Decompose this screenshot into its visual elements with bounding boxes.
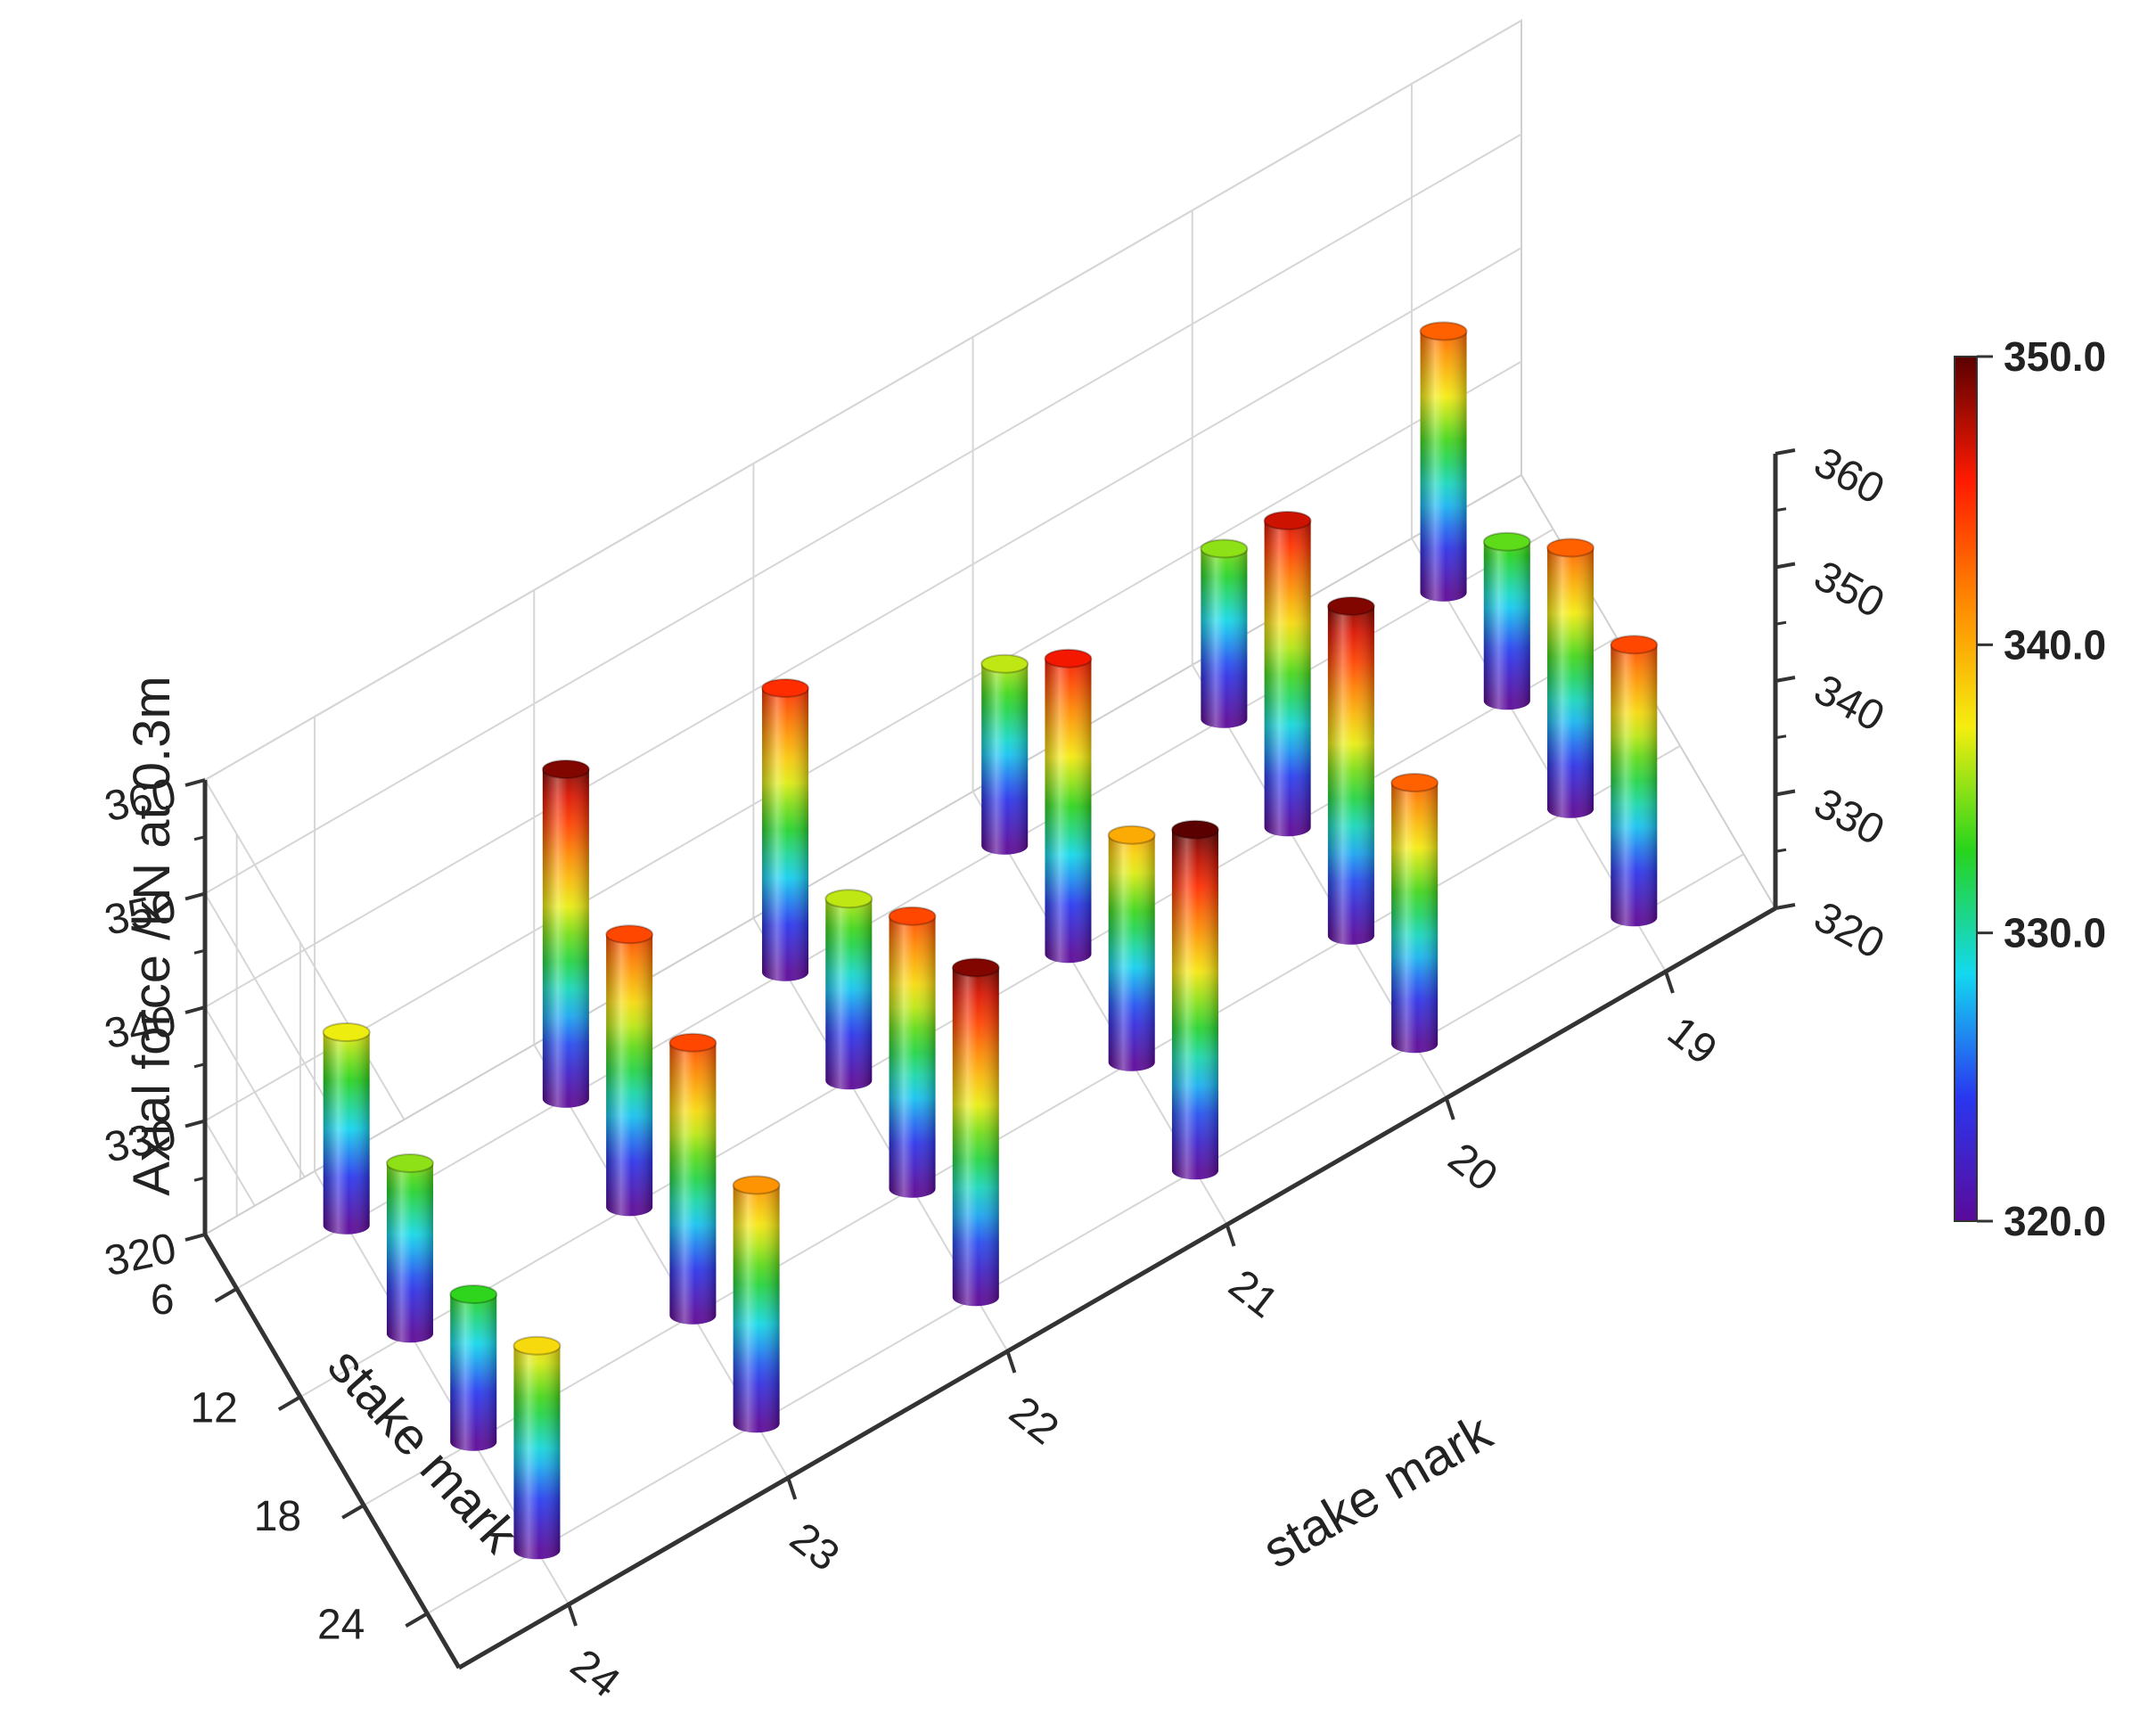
bar-shading [1547,547,1594,818]
bar-top [1482,531,1531,552]
colorbar: 320.0 330.0 340.0 350.0 [1954,333,2106,1244]
bar-22-18 [888,906,937,1198]
bar-top [541,759,590,779]
bar-shading [669,1042,717,1325]
bar-top [732,1175,781,1195]
colorbar-tick-label: 330.0 [2004,910,2106,956]
bar-19-24 [1610,635,1659,927]
bar-shading [1201,548,1248,728]
bar-21-6 [980,653,1029,855]
y-tick-label: 18 [254,1493,301,1540]
bar-shading [981,663,1029,855]
bar-shading [1327,606,1374,945]
y-tick-label: 24 [317,1601,365,1648]
bar-shading [513,1345,561,1560]
bar-shading [323,1032,370,1235]
bar-20-12 [1263,511,1312,837]
colorbar-tick-label: 350.0 [2004,333,2106,380]
y-tick-label: 6 [151,1276,175,1324]
bar-shading [606,934,653,1217]
x-tick-label: 21 [1220,1260,1287,1327]
z-tick-label-right: 330 [1807,779,1892,854]
bar-shading [542,769,589,1108]
bar-shading [1611,644,1658,927]
colorbar-strip [1954,356,1978,1222]
bar-19-12 [1482,531,1531,710]
bar-shading [1264,521,1311,837]
bar-20-18 [1326,596,1375,945]
bar-21-24 [1170,819,1219,1180]
x-axis-title: stake mark [1253,1403,1502,1580]
bar-19-6 [1419,321,1468,602]
bar-22-6 [761,678,810,981]
z-tick-label-right: 320 [1807,893,1892,968]
bar-24-24 [512,1335,562,1560]
bar-24-6 [322,1022,371,1235]
bar-shading [386,1163,433,1343]
bar-top [605,924,654,945]
bar-24-18 [449,1284,498,1451]
bar-top [1263,511,1312,530]
bar-top [824,889,873,909]
bar-top [1390,773,1439,792]
bar-top [385,1153,434,1173]
bar-shading [450,1294,497,1451]
bar-shading [889,915,936,1198]
bar-top [1044,648,1093,669]
bar-top [1107,824,1156,845]
bar-shading [1483,541,1530,710]
bar-22-24 [951,957,1000,1307]
z-tick-label-right: 360 [1807,439,1892,513]
z-tick-label-right: 340 [1807,666,1892,741]
colorbar-tick-label: 320.0 [2004,1198,2106,1244]
bar-shading [762,688,809,981]
bar-shading [1108,834,1155,1071]
z-axis-title: Axial force /kN at 0.3m [123,676,181,1195]
bar-top [1200,538,1249,559]
bar-shading [1045,658,1092,964]
bar-shading [733,1185,780,1433]
bar-shading [1420,331,1467,602]
bar-19-18 [1546,537,1595,818]
bar-top [449,1284,498,1304]
bar-top [322,1022,371,1042]
axes [184,448,1796,1670]
y-tick-label: 12 [190,1384,237,1432]
bar-top [1326,596,1375,616]
x-tick-label: 23 [781,1514,848,1580]
bar-24-12 [385,1153,434,1343]
bar-shading [952,967,999,1307]
bar-top [980,653,1029,674]
bar-shading [1391,783,1439,1054]
bar-columns [322,321,1659,1560]
bar-top [951,957,1000,978]
bar-top [512,1335,562,1356]
bar-top [1546,537,1595,558]
bar-20-24 [1390,773,1439,1054]
bar-top [1419,321,1468,341]
bar-top [1170,819,1219,840]
bar-23-18 [668,1032,717,1325]
x-tick-label: 20 [1439,1134,1506,1201]
z-tick-label-right: 350 [1807,552,1892,627]
bar-21-12 [1044,648,1093,964]
bar-top [761,678,810,698]
bar-shading [825,898,873,1090]
bar-20-6 [1200,538,1249,728]
x-tick-label: 22 [1001,1387,1068,1454]
bar-22-12 [824,889,873,1090]
bar-top [888,906,937,926]
colorbar-tick-label: 340.0 [2004,621,2106,668]
bar-23-6 [541,759,590,1108]
bar-23-12 [605,924,654,1217]
bar-21-18 [1107,824,1156,1071]
x-tick-label: 24 [562,1640,628,1707]
x-tick-label: 19 [1659,1007,1726,1074]
bar-top [668,1032,717,1053]
bar-23-24 [732,1175,781,1433]
bar-shading [1171,829,1218,1180]
bar-top [1610,635,1659,655]
